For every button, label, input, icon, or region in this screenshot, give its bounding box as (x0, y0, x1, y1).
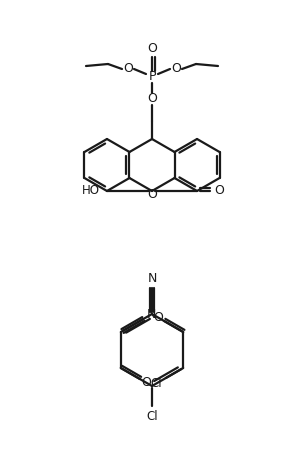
Text: O: O (171, 62, 181, 76)
Text: O: O (147, 187, 157, 201)
Text: P: P (148, 70, 156, 84)
Text: O: O (147, 93, 157, 105)
Text: Cl: Cl (150, 377, 162, 390)
Text: O: O (214, 184, 224, 198)
Text: Cl: Cl (146, 410, 158, 422)
Text: N: N (147, 272, 157, 286)
Text: HO: HO (82, 184, 100, 198)
Text: O: O (147, 43, 157, 55)
Text: N: N (147, 308, 156, 321)
Text: O: O (141, 376, 151, 389)
Text: O: O (123, 62, 133, 76)
Text: O: O (153, 311, 163, 324)
